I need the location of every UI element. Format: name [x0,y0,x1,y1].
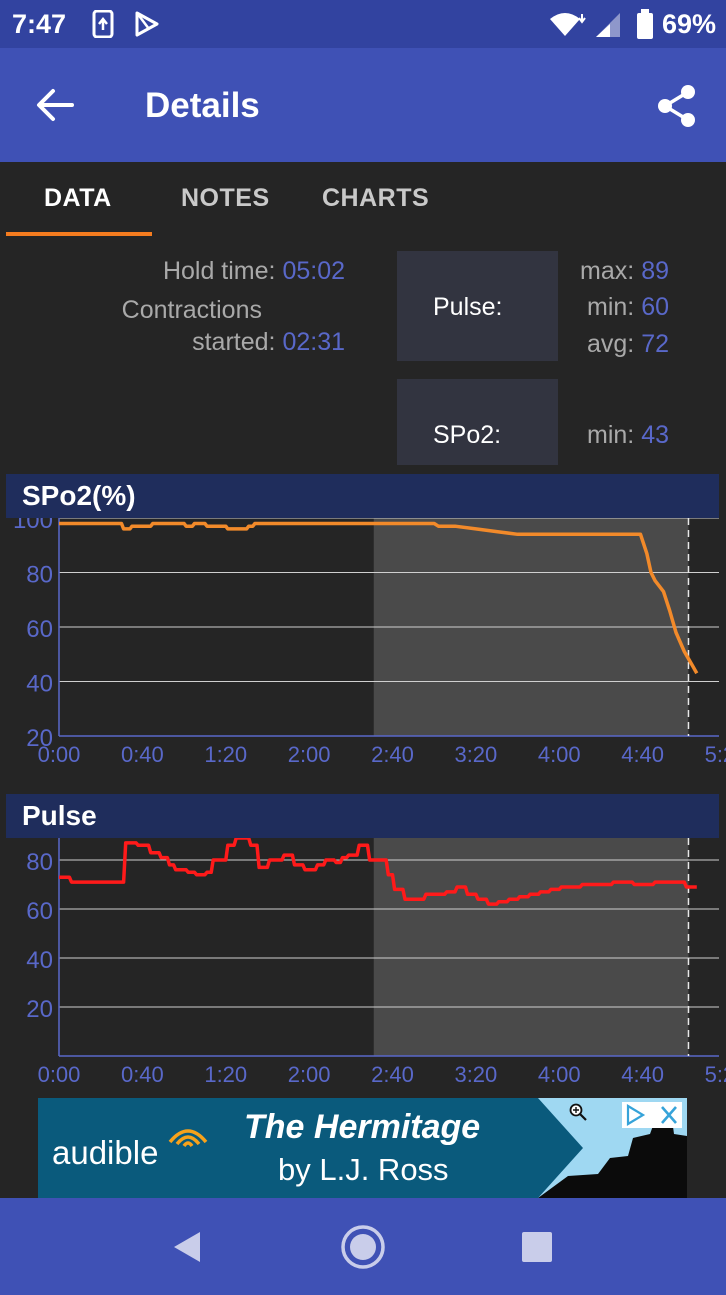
tab-notes[interactable]: NOTES [181,184,270,212]
ad-title: The Hermitage [244,1108,481,1146]
nav-back-icon[interactable] [170,1230,204,1264]
page-title: Details [145,86,260,125]
audible-logo-icon [168,1129,208,1148]
hold-time-label: Hold time: [162,257,276,285]
spo2-x-tick-label: 0:40 [121,742,164,767]
spo2-x-tick-label: 3:20 [454,742,497,767]
tab-data[interactable]: DATA [44,184,112,212]
pulse-avg-label: avg: [586,330,635,358]
contractions-value: 02:31 [282,328,345,356]
pulse-x-tick-label: 0:00 [38,1062,81,1087]
spo2-x-tick-label: 4:40 [621,742,664,767]
tab-charts[interactable]: CHARTS [322,184,430,212]
adchoices-icon[interactable] [622,1102,682,1128]
active-tab-indicator [6,232,152,236]
signal-icon [596,13,620,37]
pulse-y-tick-label: 60 [26,898,53,925]
tab-bar: DATA NOTES CHARTS [0,162,726,240]
pulse-x-tick-label: 4:00 [538,1062,581,1087]
spo2-x-tick-label: 2:40 [371,742,414,767]
pulse-x-tick-label: 1:20 [204,1062,247,1087]
pulse-min-label: min: [587,293,635,321]
system-nav-bar [0,1198,726,1295]
pulse-min-row: min: 60 [587,293,669,322]
zoom-in-icon[interactable] [569,1103,587,1121]
battery-icon [637,9,653,39]
pulse-max-value: 89 [641,257,669,285]
pulse-x-tick-label: 0:40 [121,1062,164,1087]
pulse-min-value: 60 [641,293,669,321]
pulse-series-line [59,838,697,906]
spo2-y-tick-label: 20 [26,725,53,752]
spo2-y-tick-label: 80 [26,562,53,589]
play-store-icon [135,11,159,37]
spo2-min-label: min: [587,421,635,449]
share-icon[interactable] [656,84,698,128]
pulse-chart-header: Pulse [6,794,719,838]
pulse-box-label: Pulse: [433,293,503,321]
battery-percent: 69% [661,9,716,39]
pulse-chart-title: Pulse [22,800,97,831]
back-arrow-icon[interactable] [36,88,74,122]
spo2-chart: 20 40 60 80 100 0:00 0:40 1:20 2:00 2:40 3:20 4:00 4… [0,518,726,770]
spo2-x-tick-label: 0:00 [38,742,81,767]
spo2-min-value: 43 [641,421,669,449]
pulse-x-tick-label: 5:20 [705,1062,726,1087]
pulse-y-tick-label: 80 [26,849,53,876]
spo2-x-tick-label: 4:00 [538,742,581,767]
hold-time-value: 05:02 [282,257,345,285]
spo2-y-tick-label: 40 [26,671,53,698]
pulse-x-tick-label: 2:00 [288,1062,331,1087]
nav-recents-icon[interactable] [521,1231,553,1263]
pulse-x-tick-label: 3:20 [454,1062,497,1087]
wifi-icon [550,13,586,36]
spo2-x-tick-label: 1:20 [204,742,247,767]
spo2-y-tick-label: 60 [26,616,53,643]
spo2-box-label: SPo2: [433,421,502,449]
spo2-x-tick-label: 2:00 [288,742,331,767]
contractions-row: started: 02:31 [192,328,345,357]
ad-brand: audible [52,1134,159,1171]
spo2-box: SPo2: [397,379,558,465]
pulse-contraction-region [373,838,689,1056]
nav-home-icon[interactable] [340,1224,386,1270]
ad-subtitle: by L.J. Ross [278,1152,449,1187]
ad-banner[interactable]: audible The Hermitage by L.J. Ross [38,1098,687,1198]
contractions-label-line1: Contractions [121,296,262,324]
hold-time-row: Hold time: 05:02 [163,257,345,286]
spo2-series-line [59,521,699,675]
pulse-avg-value: 72 [641,330,669,358]
pulse-avg-row: avg: 72 [587,330,669,359]
pulse-y-tick-label: 20 [26,996,53,1023]
screen-rotate-icon [92,10,114,38]
pulse-y-tick-label: 40 [26,947,53,974]
spo2-chart-title: SPo2(%) [22,480,136,511]
status-bar: 7:47 69% [0,0,726,48]
pulse-max-label: max: [580,257,635,285]
pulse-x-tick-label: 4:40 [621,1062,664,1087]
contractions-label-line2: started: [192,328,276,356]
spo2-x-tick-label: 5:20 [705,742,726,767]
status-time: 7:47 [12,9,67,39]
pulse-box: Pulse: [397,251,558,361]
spo2-min-row: min: 43 [587,421,669,450]
pulse-x-tick-label: 2:40 [371,1062,414,1087]
spo2-chart-header: SPo2(%) [6,474,719,518]
spo2-y-tick-label: 100 [13,518,53,534]
pulse-chart: 20 40 60 80 0:00 0:40 1:20 2:00 2:40 3:20 4:00 4:40… [0,838,726,1090]
pulse-max-row: max: 89 [580,257,669,286]
app-bar: Details [0,48,726,162]
